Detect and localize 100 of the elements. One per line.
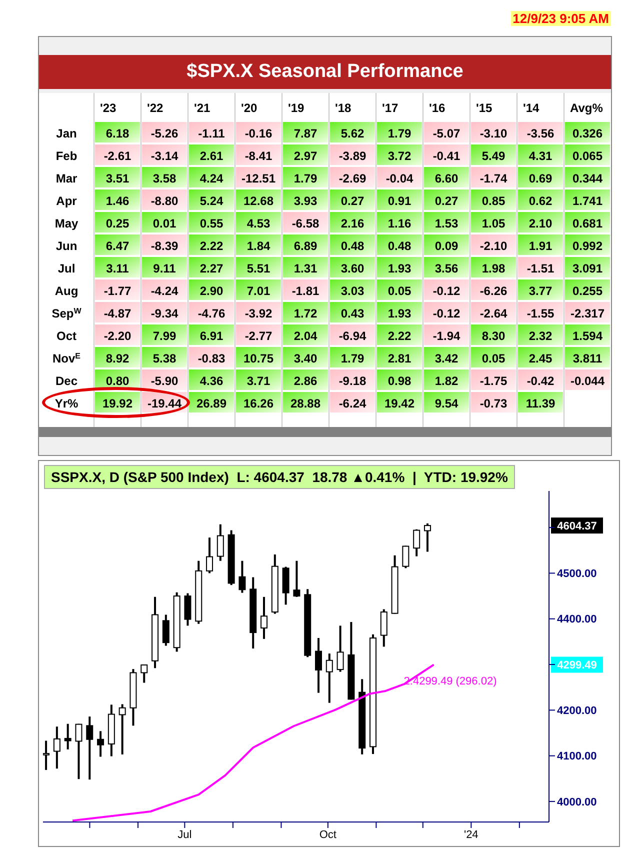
- data-label: 3.51: [106, 171, 130, 186]
- data-label: -4.76: [198, 306, 226, 320]
- data-label: 0.27: [434, 194, 458, 208]
- x-tick-label: '14: [523, 101, 540, 115]
- data-label: -12.51: [241, 171, 276, 186]
- data-label: 7.01: [246, 284, 270, 298]
- data-label: 2.27: [200, 261, 224, 276]
- data-label: 3.091: [572, 261, 603, 276]
- data-label: 1.84: [246, 238, 270, 253]
- data-label: 1.741: [572, 194, 603, 208]
- candlestick: [402, 544, 410, 570]
- data-label: 6.18: [106, 126, 130, 140]
- data-label: -1.75: [480, 374, 508, 388]
- data-label: 0.27: [340, 194, 364, 208]
- data-label: -4.24: [150, 284, 178, 298]
- y-tick-label: Oct: [56, 328, 77, 343]
- data-label: 1.53: [434, 216, 458, 230]
- data-label: 8.92: [106, 351, 130, 366]
- data-label: 3.71: [246, 374, 270, 388]
- y-tick-label: Sep$^{W}$: [52, 306, 82, 320]
- data-label: 0.80: [106, 374, 130, 388]
- data-label: -0.83: [198, 351, 226, 366]
- data-label: -0.12: [432, 284, 460, 298]
- data-label: 2.90: [200, 284, 224, 298]
- candlestick: [140, 664, 148, 684]
- data-label: 0.48: [388, 238, 412, 253]
- data-label: 19.42: [384, 396, 415, 410]
- data-label: 4.53: [246, 216, 270, 230]
- candlestick: [86, 716, 94, 781]
- data-label: 9.11: [153, 261, 176, 276]
- data-label: 2.61: [200, 148, 224, 163]
- data-label: 11.39: [526, 396, 556, 410]
- candlestick: [184, 592, 192, 627]
- text: 4604.37: [557, 520, 597, 533]
- data-label: -3.56: [526, 126, 554, 140]
- y-tick-label: Aug: [54, 284, 78, 298]
- data-label: -2.64: [480, 306, 508, 320]
- data-label: 3.93: [294, 194, 318, 208]
- y-tick-label: 4200.00: [557, 705, 597, 718]
- data-label: 1.16: [388, 216, 412, 230]
- data-label: 6.47: [106, 238, 130, 253]
- data-label: 0.55: [200, 216, 224, 230]
- data-label: -8.39: [150, 238, 178, 253]
- candlestick: [53, 726, 60, 770]
- data-label: 5.62: [340, 126, 364, 140]
- data-label: -2.10: [480, 238, 508, 253]
- candlestick: [413, 528, 420, 558]
- data-label: 1.98: [482, 261, 506, 276]
- candlestick: [75, 722, 82, 780]
- data-label: 7.87: [294, 126, 318, 140]
- data-label: 3.60: [340, 261, 364, 276]
- data-label: 0.681: [572, 216, 603, 230]
- data-label: 5.38: [152, 351, 176, 366]
- data-label: 6.89: [294, 238, 318, 253]
- candlestick: [336, 624, 344, 673]
- data-label: -0.41: [432, 148, 460, 163]
- data-label: 0.05: [482, 351, 506, 366]
- data-label: -5.07: [432, 126, 460, 140]
- data-label: 3.11: [106, 261, 130, 276]
- data-label: 0.01: [152, 216, 176, 230]
- data-label: 0.62: [528, 194, 552, 208]
- data-label: -3.10: [480, 126, 508, 140]
- data-label: 5.24: [200, 194, 224, 208]
- data-label: 1.79: [388, 126, 412, 140]
- data-label: 0.48: [340, 238, 364, 253]
- data-label: -0.42: [526, 374, 554, 388]
- data-label: 4.31: [528, 148, 552, 163]
- data-label: 1.05: [482, 216, 506, 230]
- data-label: 5.51: [246, 261, 270, 276]
- candlestick: [97, 730, 104, 758]
- data-label: 0.91: [388, 194, 412, 208]
- data-label: 3.42: [434, 351, 458, 366]
- data-label: 3.811: [572, 351, 603, 366]
- data-label: -1.51: [526, 261, 554, 276]
- data-label: -6.58: [292, 216, 320, 230]
- x-tick-label: '16: [429, 101, 446, 115]
- data-label: 26.89: [196, 396, 227, 410]
- x-tick-label: '20: [241, 101, 258, 115]
- data-label: -3.92: [244, 306, 272, 320]
- y-tick-label: 4000.00: [557, 796, 597, 808]
- data-label: 0.344: [572, 171, 603, 186]
- data-label: 3.72: [388, 148, 412, 163]
- data-label: 12.68: [243, 194, 274, 208]
- text: 4299.49: [557, 660, 597, 672]
- data-label: -9.34: [150, 306, 178, 320]
- data-label: 2.22: [388, 328, 412, 343]
- candlestick: [238, 560, 246, 594]
- candlestick: [43, 740, 50, 771]
- data-label: 2.45: [528, 351, 552, 366]
- candlestick: [118, 703, 126, 756]
- data-label: 1.79: [340, 351, 364, 366]
- data-label: 1.93: [388, 306, 412, 320]
- data-label: 0.255: [572, 284, 603, 298]
- data-label: -8.41: [244, 148, 272, 163]
- data-label: 1.91: [528, 238, 552, 253]
- y-tick-label: Nov$^{E}$: [52, 350, 82, 366]
- data-label: -5.90: [150, 374, 178, 388]
- chart-title: $SPX.X Seasonal Performance: [39, 55, 611, 89]
- candlestick: [424, 522, 431, 553]
- data-label: 3.03: [340, 284, 364, 298]
